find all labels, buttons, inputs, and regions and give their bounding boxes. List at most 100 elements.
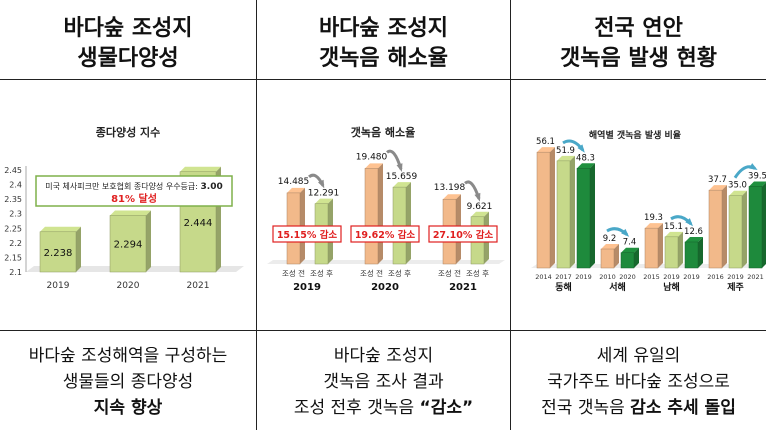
header-line1: 전국 연안: [594, 16, 683, 41]
value-label-after: 15.659: [386, 172, 418, 182]
footer-line3: 조성 전후 갯녹음: [293, 398, 420, 418]
column-footer: 바다숲 조성해역을 구성하는 생물들의 종다양성 지속 향상: [0, 343, 256, 421]
bar-top: [709, 185, 727, 191]
column-biodiversity: 바다숲 조성지 생물다양성 종다양성 지수 2.1 2.15 2.2 2.25 2.3 2.…: [0, 0, 256, 430]
sublabel-after: 조성 후: [388, 269, 411, 278]
bar: [600, 248, 615, 269]
sublabel-after: 조성 후: [466, 269, 489, 278]
bar-top: [645, 223, 663, 229]
x-tick-label: 2014: [535, 273, 552, 281]
bar-after-top: [393, 182, 411, 188]
x-tick-label: 2019: [683, 273, 700, 281]
bar: [684, 241, 699, 269]
bar: [576, 168, 591, 269]
chart-title: 갯녹음 해소율: [351, 125, 416, 139]
decrease-arrow-head: [396, 163, 403, 172]
regional-barren-chart: 해역별 갯녹음 발생 비율56.1201451.9201748.32019동해9…: [531, 129, 766, 293]
decrease-arrow-head: [318, 179, 325, 189]
x-tick-label: 2021: [187, 281, 210, 291]
bar-top: [557, 155, 575, 161]
value-label-after: 9.621: [467, 202, 493, 212]
bar-side: [76, 226, 81, 272]
footer-line2: 생물들의 종다양성: [62, 372, 194, 392]
x-tick-label: 2015: [643, 273, 660, 281]
column-divider-1: [256, 0, 257, 430]
trend-arrow-head: [685, 218, 694, 227]
bar-value-label: 9.2: [603, 234, 617, 244]
column-footer: 세계 유일의 국가주도 바다숲 조성으로 전국 갯녹음 감소 추세 돌입: [511, 343, 766, 421]
annotation-box: [35, 175, 233, 207]
column-header: 바다숲 조성지 갯녹음 해소율: [257, 14, 510, 74]
x-tick-label: 2020: [117, 281, 140, 291]
sublabel-before: 조성 전: [438, 268, 461, 278]
column-header: 전국 연안 갯녹음 발생 현황: [511, 14, 766, 74]
y-tick-label: 2.1: [9, 268, 22, 277]
bar-top: [601, 244, 619, 250]
bar-side: [742, 190, 747, 268]
bar-value-label: 2.294: [114, 240, 143, 251]
x-tick-label: 2021: [747, 273, 764, 281]
annotation-text: 미국 체사피크만 보호협회 종다양성 우수등급: 3.00: [45, 181, 222, 192]
value-label-before: 14.485: [278, 177, 310, 187]
footer-line1: 세계 유일의: [596, 346, 681, 366]
header-line1: 바다숲 조성지: [63, 16, 193, 41]
x-tick-label: 2017: [555, 273, 572, 281]
group-label: 2019: [293, 282, 321, 293]
x-tick-label: 2010: [599, 273, 616, 281]
reduction-label: 15.15% 감소: [277, 229, 338, 241]
bar: [728, 195, 743, 269]
footer-highlight: 지속 향상: [93, 398, 163, 418]
x-tick-label: 2020: [619, 273, 636, 281]
bar: [39, 231, 77, 273]
reduction-label: 19.62% 감소: [355, 229, 416, 241]
chart-title: 해역별 갯녹음 발생 비율: [589, 129, 681, 141]
bar: [620, 252, 635, 269]
y-tick-label: 2.45: [4, 166, 22, 175]
bar-value-label: 15.1: [664, 222, 683, 232]
reduction-label: 27.10% 감소: [433, 229, 494, 241]
bar-top: [749, 181, 766, 187]
region-label: 남해: [663, 281, 680, 293]
trend-arrow-head: [749, 163, 758, 170]
bar-before: [364, 168, 379, 265]
bar-top: [729, 190, 747, 196]
bar-side: [550, 147, 555, 268]
region-label: 제주: [727, 281, 744, 293]
x-tick-label: 2019: [575, 273, 592, 281]
bar-value-label: 39.5: [748, 171, 766, 181]
bar-value-label: 2.238: [44, 248, 73, 259]
column-national-status: 전국 연안 갯녹음 발생 현황 해역별 갯녹음 발생 비율 56.1 2014 51.…: [511, 0, 766, 430]
region-label: 서해: [609, 281, 626, 293]
region-label: 동해: [555, 281, 572, 293]
group-label: 2021: [449, 282, 477, 293]
x-tick-label: 2016: [707, 273, 724, 281]
chart-title: 종다양성 지수: [96, 125, 161, 139]
bar-top: [110, 210, 151, 216]
bar-top: [621, 247, 639, 253]
bar-value-label: 7.4: [623, 238, 637, 248]
y-tick-label: 2.2: [9, 239, 22, 248]
bar-side: [590, 163, 595, 268]
y-tick-label: 2.4: [9, 181, 22, 190]
trend-arrow-head: [577, 144, 585, 153]
value-label-before: 13.198: [434, 183, 466, 193]
trend-arrow-head: [621, 228, 630, 237]
sublabel-before: 조성 전: [282, 268, 305, 278]
decrease-arrow-head: [474, 192, 481, 202]
footer-line1: 바다숲 조성지: [333, 346, 434, 366]
bar: [748, 186, 763, 269]
header-line2: 갯녹음 발생 현황: [560, 46, 717, 71]
bar-side: [722, 185, 727, 268]
column-divider-2: [510, 0, 511, 430]
bar-after-top: [471, 211, 489, 217]
y-tick-label: 2.15: [4, 253, 22, 262]
y-tick-label: 2.25: [4, 224, 22, 233]
y-tick-label: 2.3: [9, 210, 22, 219]
reduction-box: [428, 225, 498, 243]
value-label-after: 12.291: [308, 189, 340, 199]
x-tick-label: 2019: [727, 273, 744, 281]
value-label-before: 19.480: [356, 152, 388, 162]
bar-top: [40, 226, 81, 232]
bar-side: [698, 236, 703, 268]
